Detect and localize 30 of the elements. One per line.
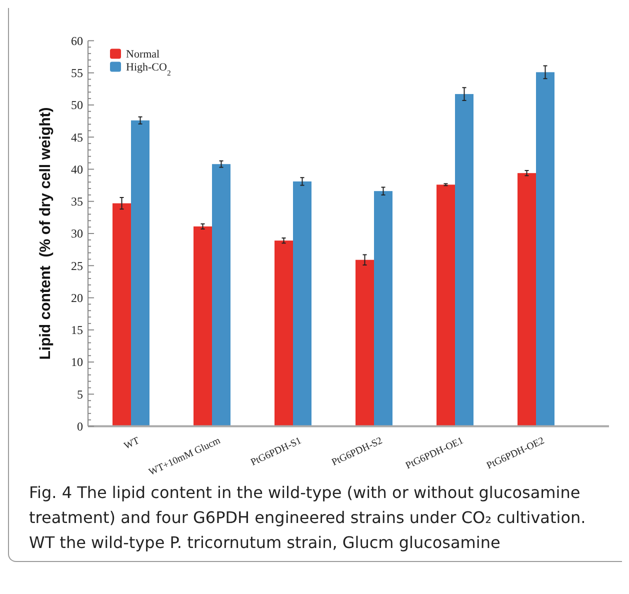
bar <box>212 164 230 426</box>
bar <box>536 72 554 426</box>
y-tick-label: 45 <box>71 130 83 144</box>
bar <box>356 260 374 426</box>
y-tick-label: 15 <box>71 323 83 338</box>
caption: Fig. 4 The lipid content in the wild-type (with or without glucosamine treatment) and four G6PDH engineered strains under CO₂ cultivation. WT the wild-type P. tricornutum strain, Glucm glucosamine <box>28 482 587 554</box>
legend-label: Normal <box>126 48 160 61</box>
y-tick-label: 10 <box>71 355 83 370</box>
bar <box>293 181 312 426</box>
legend-label: High-CO$_{2}$ <box>126 62 171 78</box>
y-tick-label: 50 <box>71 98 83 112</box>
y-tick-label: 0 <box>77 420 83 434</box>
bar <box>274 240 293 426</box>
bar <box>518 173 536 426</box>
x-tick-label: WT <box>122 435 142 452</box>
bar <box>374 191 392 426</box>
y-tick-label: 60 <box>71 34 83 48</box>
bar <box>436 184 455 426</box>
bar <box>194 226 212 426</box>
y-tick-label: 55 <box>71 66 83 80</box>
y-tick-label: 35 <box>71 194 83 209</box>
y-tick-label: 40 <box>71 162 83 176</box>
y-tick-label: 5 <box>77 387 83 402</box>
y-tick-label: 30 <box>71 226 83 241</box>
bar <box>455 94 474 426</box>
y-tick-label: 25 <box>71 258 83 273</box>
bar <box>131 120 150 426</box>
bar <box>112 203 131 426</box>
y-tick-label: 20 <box>71 290 83 305</box>
y-axis-title: Lipid content (% of dry cell weight) <box>37 107 54 360</box>
